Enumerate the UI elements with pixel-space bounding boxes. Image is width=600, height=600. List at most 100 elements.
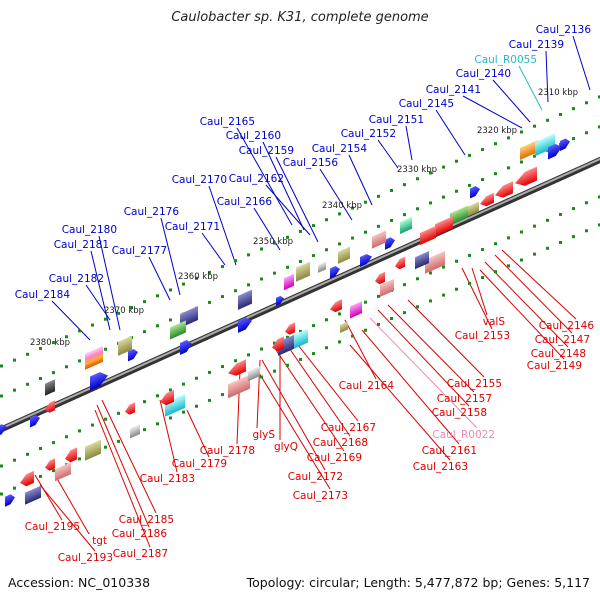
reverse-gene-label: Caul_2183: [140, 473, 195, 485]
forward-gene-label: Caul_R0055: [474, 54, 537, 66]
reverse-gene-label: Caul_2185: [119, 514, 174, 526]
tick-dot: [481, 148, 484, 152]
forward-gene-label: Caul_2156: [283, 157, 339, 169]
tick-dot: [52, 469, 55, 473]
tick-dot: [299, 229, 302, 233]
gene-feature: [395, 256, 405, 270]
gene-feature: [55, 462, 71, 482]
gene-arrow-reverse: [20, 470, 34, 487]
tick-dot: [377, 322, 380, 326]
gene-feature: [248, 366, 260, 382]
gene-feature: [296, 261, 310, 282]
tick-dot: [546, 246, 549, 250]
tick-dot: [338, 242, 341, 246]
leader-line: [186, 409, 210, 458]
forward-gene-label: Caul_2177: [112, 245, 167, 257]
gene-feature: [165, 393, 185, 417]
gene-feature: [180, 340, 192, 355]
gene-feature: [90, 372, 108, 391]
tick-dot: [169, 288, 172, 292]
tick-dot: [312, 352, 315, 356]
leader-line: [319, 168, 353, 221]
kbp-label: 2360 kbp: [178, 272, 218, 282]
accession-text: Accession: NC_010338: [8, 575, 151, 590]
forward-gene-label: Caul_2166: [217, 196, 273, 208]
tick-dot: [260, 277, 263, 281]
tick-dot: [312, 224, 315, 228]
gene-feature: [125, 402, 135, 415]
tick-dot: [572, 137, 575, 141]
forward-gene-label: Caul_2184: [15, 289, 71, 301]
tick-dot: [260, 375, 263, 379]
leader-line: [275, 156, 319, 243]
leader-line: [405, 125, 413, 161]
tick-dot: [13, 486, 16, 490]
tick-dot: [234, 259, 237, 263]
leader-line: [377, 309, 470, 407]
gene-block: [290, 328, 308, 351]
tick-dot: [325, 318, 328, 322]
forward-gene-label: Caul_2170: [172, 174, 227, 186]
tick-dot: [156, 422, 159, 426]
gene-feature: [480, 192, 494, 207]
sequence-backbone: [0, 156, 600, 434]
tick-dot: [403, 283, 406, 287]
tick-dot: [104, 347, 107, 351]
reverse-gene-label: glyS: [253, 429, 276, 441]
gene-arrow-reverse: [285, 322, 295, 335]
tick-dot: [429, 271, 432, 275]
tick-dot: [221, 365, 224, 369]
leader-line: [160, 217, 181, 296]
tick-dot: [130, 306, 133, 309]
tick-dot: [442, 195, 445, 199]
gene-feature: [425, 250, 445, 274]
gene-arrow-reverse: [272, 336, 284, 352]
tick-dot: [364, 300, 367, 304]
kbp-label: 2350 kbp: [253, 237, 293, 247]
tick-dot: [455, 189, 458, 193]
gene-arrow-forward: [360, 254, 372, 267]
tick-dot: [143, 400, 146, 404]
tick-dot: [39, 446, 42, 450]
forward-gene-label: Caul_2182: [49, 273, 104, 285]
gene-block: [465, 201, 479, 218]
reverse-gene-label: Caul_2168: [313, 437, 368, 449]
tick-dot: [494, 242, 497, 246]
forward-gene-label: Caul_2165: [200, 116, 255, 128]
leader-line: [236, 127, 293, 226]
forward-gene-label: Caul_2154: [312, 143, 368, 155]
leader-line: [94, 409, 151, 548]
tick-dot: [117, 411, 120, 415]
gene-feature: [118, 335, 132, 356]
tick-dot: [169, 416, 172, 420]
tick-dot: [403, 311, 406, 315]
tick-dot: [260, 347, 263, 351]
tick-dot: [429, 201, 432, 205]
gene-feature: [350, 301, 362, 319]
gene-arrow-forward: [0, 424, 7, 438]
tick-dot: [143, 428, 146, 432]
tick-dot: [26, 352, 29, 356]
tick-dot: [13, 388, 16, 392]
gene-feature: [170, 320, 186, 340]
tick-dot: [338, 340, 341, 344]
tick-dot: [247, 353, 250, 357]
tick-dot: [351, 206, 354, 210]
tick-dot: [559, 212, 562, 216]
tick-dot: [533, 154, 536, 158]
leader-line: [545, 50, 549, 103]
tick-dot: [325, 218, 328, 222]
reverse-gene-label: Caul_2179: [172, 458, 227, 470]
tick-dot: [429, 299, 432, 303]
forward-gene-label: Caul_2180: [62, 224, 117, 236]
tick-dot: [65, 435, 68, 439]
tick-dot: [195, 276, 198, 280]
tick-dot: [598, 223, 600, 227]
tick-dot: [156, 294, 159, 298]
reverse-gene-label: Caul_2147: [535, 334, 590, 346]
leader-line: [265, 184, 311, 236]
gene-feature: [130, 424, 140, 439]
gene-arrow-forward: [385, 237, 395, 250]
forward-gene-label: Caul_2139: [509, 39, 564, 51]
tick-dot: [390, 317, 393, 320]
